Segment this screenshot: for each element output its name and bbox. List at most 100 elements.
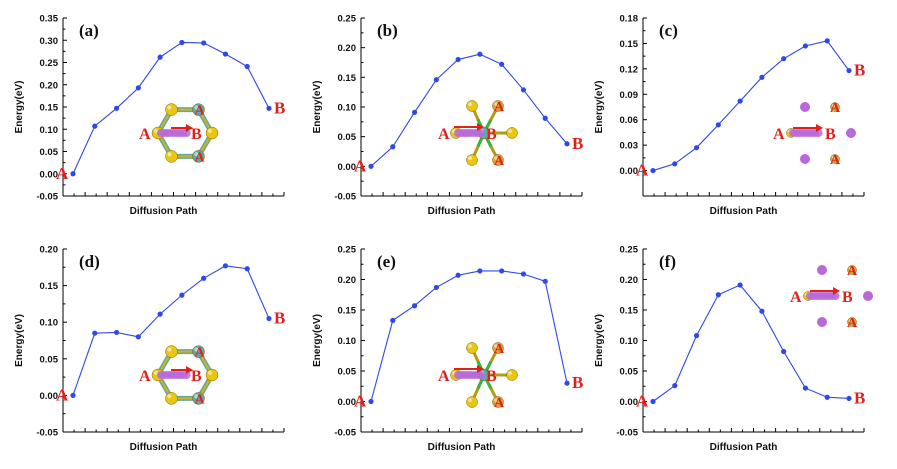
y-tick-label: 0.00 <box>40 391 59 402</box>
path-arrow-head <box>833 287 840 295</box>
inset-label-A: A <box>438 368 450 385</box>
structure-inset: A BAA <box>139 103 219 165</box>
inset-label-A-top: A <box>494 342 505 357</box>
inset-label-B: B <box>842 289 853 306</box>
data-point <box>70 171 76 177</box>
y-tick-label: -0.05 <box>334 192 356 203</box>
y-tick-label: 0.09 <box>620 90 639 101</box>
data-point <box>542 115 548 121</box>
star-atom-shine <box>494 398 499 403</box>
inset-label-A-bottom: A <box>830 153 841 168</box>
data-point <box>759 74 765 80</box>
chart-panel-4: -0.05 0.00 0.05 0.10 0.15 0.20 Energy(eV) Diffu… <box>14 245 285 454</box>
chart-panel-3: 0.00 0.03 0.06 0.09 0.12 0.15 0.18 Energy(eV) Di… <box>594 14 865 218</box>
star-atom-shine <box>494 156 499 160</box>
x-axis-label: Diffusion Path <box>428 442 496 453</box>
end-label-B: B <box>572 373 583 392</box>
star-atom <box>506 369 518 381</box>
y-tick-label: -0.05 <box>334 428 356 439</box>
y-tick-label: 0.10 <box>338 336 357 347</box>
y-tick-label: 0.05 <box>338 367 357 378</box>
structure-inset: A BAA <box>438 100 518 169</box>
ion-atom <box>476 371 485 379</box>
start-label-A: A <box>354 392 367 411</box>
y-tick-label: 0.10 <box>40 318 59 329</box>
y-tick-label: 0.03 <box>620 141 639 152</box>
inset-label-A-bottom: A <box>494 396 505 411</box>
corner-atom-shine <box>831 155 835 159</box>
y-tick-label: 0.30 <box>40 36 59 47</box>
star-atom-shine <box>494 102 499 106</box>
data-point <box>92 123 98 129</box>
star-atom-shine <box>494 344 499 349</box>
inset-label-A-bottom: A <box>847 316 858 331</box>
data-point <box>266 105 272 111</box>
star-atom-shine <box>468 344 473 349</box>
ring-atom-shine <box>167 347 172 352</box>
data-point <box>179 292 185 298</box>
y-tick-label: 0.00 <box>620 166 639 177</box>
data-point <box>433 77 439 83</box>
start-label-A: A <box>354 156 367 175</box>
chart-panel-1: -0.05 0.00 0.05 0.10 0.15 0.20 0.25 0.30 0.35 Ene… <box>14 14 285 218</box>
panel-label: (a) <box>79 21 99 40</box>
data-point <box>499 61 505 67</box>
y-tick-label: 0.15 <box>338 73 357 84</box>
y-tick-label: 0.15 <box>620 306 639 317</box>
end-label-B: B <box>854 61 865 80</box>
inset-label-A-top: A <box>195 104 206 119</box>
y-axis-label: Energy(eV) <box>594 314 605 367</box>
end-label-B: B <box>274 309 285 328</box>
y-tick-label: 0.25 <box>338 14 357 25</box>
y-tick-label: 0.20 <box>40 245 59 256</box>
series-line <box>370 53 568 167</box>
path-arrow-head <box>186 366 193 374</box>
star-atom <box>466 154 478 166</box>
data-point <box>781 348 787 355</box>
ion-atom <box>182 371 191 379</box>
data-point <box>368 163 374 169</box>
x-axis-label: Diffusion Path <box>710 442 778 453</box>
inset-label-A-top: A <box>195 346 206 361</box>
panel-label: (e) <box>377 252 396 271</box>
chart-panel-6: -0.05 0.00 0.05 0.10 0.15 0.20 0.25 Energy(eV) D… <box>594 245 873 453</box>
star-atom-shine <box>468 156 473 160</box>
y-tick-label: 0.25 <box>40 58 59 69</box>
data-point <box>368 398 374 405</box>
star-atom <box>466 396 478 408</box>
y-tick-label: 0.06 <box>620 115 639 126</box>
ring-atom-shine <box>167 152 172 157</box>
data-point <box>542 278 548 284</box>
ring-atom-shine <box>194 394 199 399</box>
y-tick-label: 0.00 <box>338 397 357 408</box>
y-tick-label: 0.35 <box>40 14 59 25</box>
y-tick-label: 0.00 <box>40 169 59 180</box>
y-tick-label: 0.10 <box>338 103 357 114</box>
data-point <box>650 167 656 174</box>
start-label-A: A <box>56 164 69 183</box>
ring-atom <box>165 150 178 163</box>
x-axis-label: Diffusion Path <box>130 442 198 453</box>
y-tick-label: 0.12 <box>620 64 639 75</box>
series-line <box>370 270 568 402</box>
data-point <box>477 51 483 57</box>
data-point <box>70 392 76 398</box>
data-point <box>411 109 418 115</box>
y-tick-label: 0.10 <box>620 336 639 347</box>
structure-inset: A BAA <box>139 345 219 407</box>
ion-atom <box>182 129 191 137</box>
start-label-A: A <box>56 385 69 404</box>
y-axis-label: Energy(eV) <box>312 314 323 367</box>
inset-label-B: B <box>825 126 836 143</box>
data-point <box>781 56 787 62</box>
data-point <box>824 394 830 400</box>
panel-label: (f) <box>659 252 676 271</box>
end-label-B: B <box>274 98 285 117</box>
ion-atom <box>476 129 485 137</box>
data-point <box>201 275 207 281</box>
data-point <box>244 63 250 70</box>
data-point <box>715 292 721 298</box>
end-label-B: B <box>572 134 583 153</box>
inset-label-A: A <box>438 126 450 143</box>
